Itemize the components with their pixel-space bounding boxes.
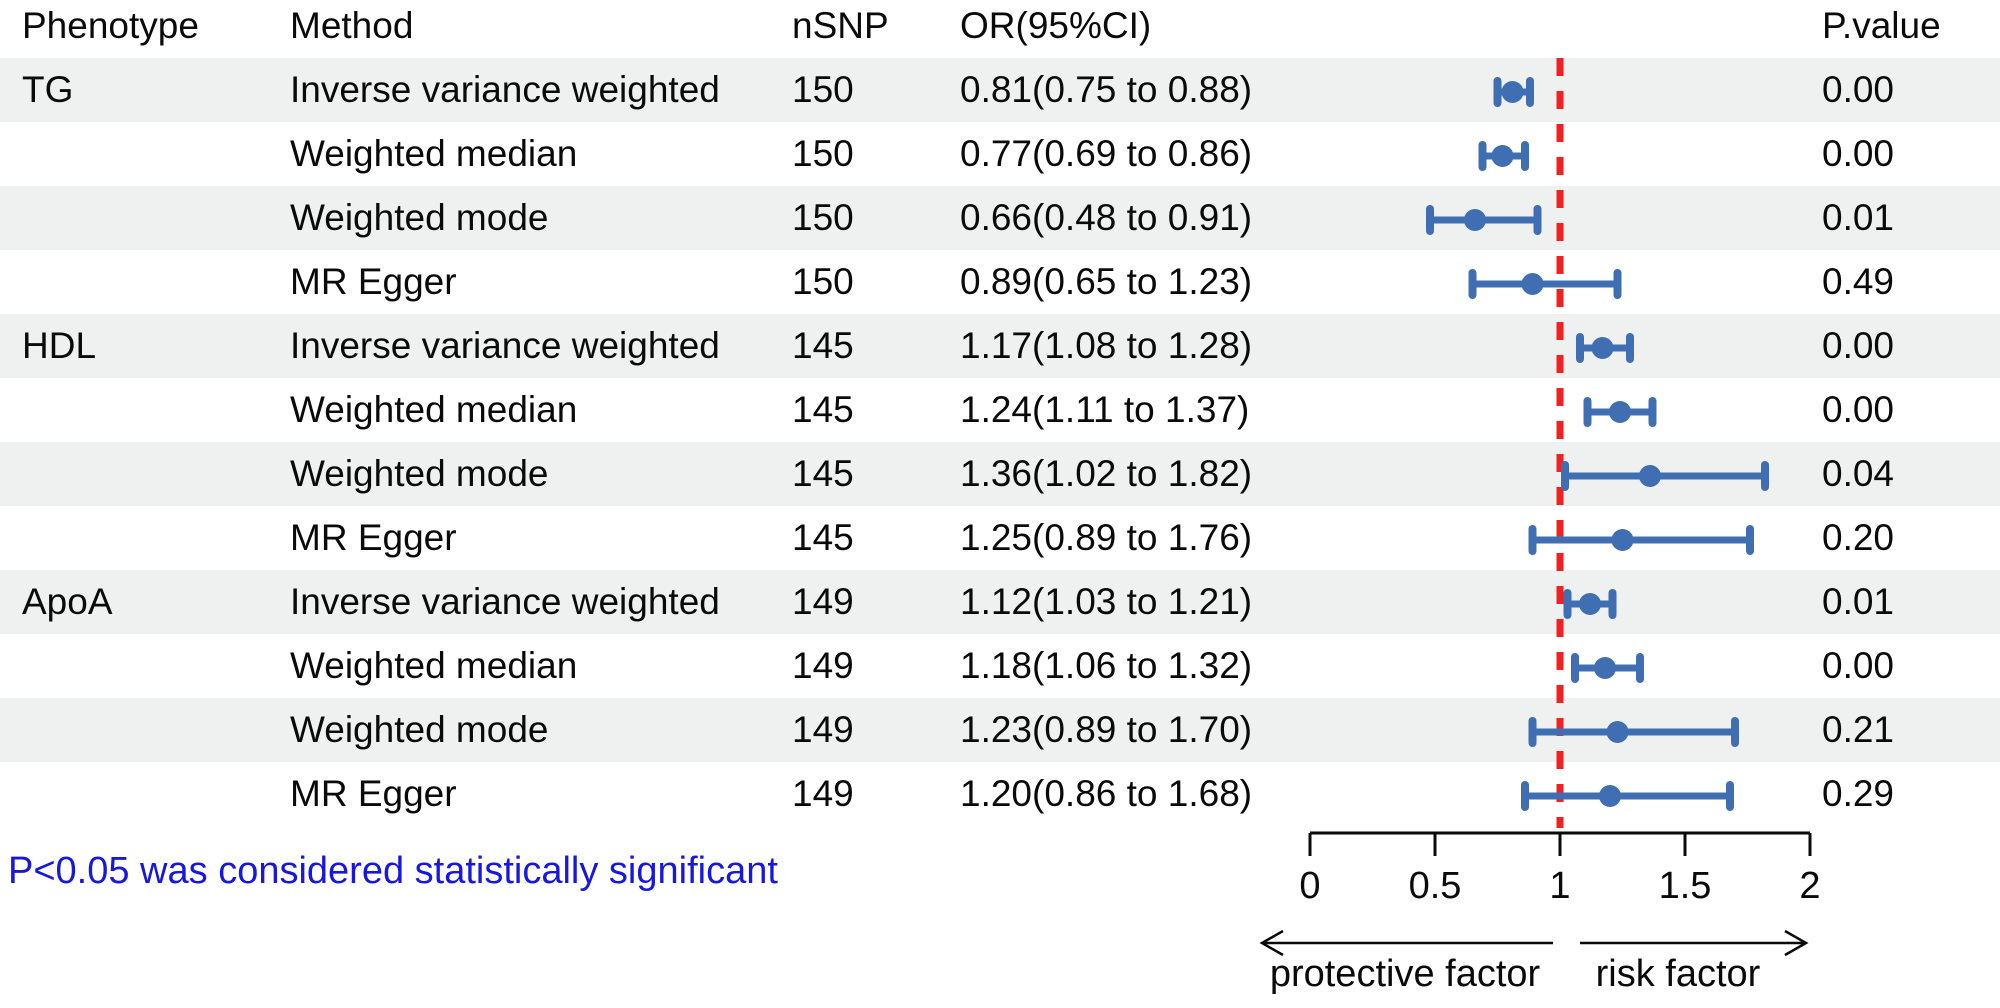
pvalue-cell: 0.00 <box>1822 69 1895 110</box>
nsnp-cell: 149 <box>792 773 854 814</box>
method-cell: Inverse variance weighted <box>290 581 720 622</box>
pvalue-cell: 0.01 <box>1822 581 1895 622</box>
or-ci-cell: 1.17(1.08 to 1.28) <box>960 325 1253 366</box>
or-point <box>1594 657 1616 679</box>
phenotype-cell: HDL <box>22 325 97 366</box>
phenotype-cell: ApoA <box>22 581 113 622</box>
or-point <box>1599 785 1621 807</box>
risk-factor-label: risk factor <box>1595 953 1761 995</box>
col-header-nsnp: nSNP <box>792 5 889 46</box>
col-header-phenotype: Phenotype <box>22 5 199 46</box>
method-cell: Weighted mode <box>290 709 549 750</box>
table-row: MR Egger 145 1.25(0.89 to 1.76) 0.20 <box>0 506 2000 570</box>
nsnp-cell: 145 <box>792 325 854 366</box>
or-ci-cell: 1.24(1.11 to 1.37) <box>960 389 1250 430</box>
pvalue-cell: 0.21 <box>1822 709 1895 750</box>
pvalue-cell: 0.29 <box>1822 773 1895 814</box>
method-cell: Inverse variance weighted <box>290 325 720 366</box>
table-row: MR Egger 149 1.20(0.86 to 1.68) 0.29 <box>0 762 2000 826</box>
nsnp-cell: 150 <box>792 69 854 110</box>
nsnp-cell: 145 <box>792 453 854 494</box>
method-cell: Weighted median <box>290 645 578 686</box>
col-header-pvalue: P.value <box>1822 5 1941 46</box>
or-point <box>1609 401 1631 423</box>
col-header-method: Method <box>290 5 414 46</box>
pvalue-cell: 0.00 <box>1822 325 1895 366</box>
protective-factor-label: protective factor <box>1269 953 1541 995</box>
table-row: Weighted median 150 0.77(0.69 to 0.86) 0.00 <box>0 122 2000 186</box>
nsnp-cell: 150 <box>792 261 854 302</box>
or-point <box>1521 273 1544 295</box>
or-ci-cell: 1.36(1.02 to 1.82) <box>960 453 1253 494</box>
phenotype-cell: TG <box>22 69 74 110</box>
or-point <box>1591 337 1614 359</box>
pvalue-cell: 0.49 <box>1822 261 1895 302</box>
table-row: Weighted mode 150 0.66(0.48 to 0.91) 0.01 <box>0 186 2000 250</box>
nsnp-cell: 149 <box>792 645 854 686</box>
method-cell: Inverse variance weighted <box>290 69 720 110</box>
x-axis-tick-label: 0.5 <box>1409 865 1462 907</box>
pvalue-cell: 0.04 <box>1822 453 1895 494</box>
or-point <box>1464 209 1486 231</box>
x-axis-tick-label: 0 <box>1299 865 1320 907</box>
method-cell: Weighted median <box>290 389 578 430</box>
method-cell: MR Egger <box>290 517 457 558</box>
or-point <box>1606 721 1629 743</box>
method-cell: Weighted mode <box>290 197 549 238</box>
x-axis-tick-label: 2 <box>1799 865 1820 907</box>
or-ci-cell: 1.12(1.03 to 1.21) <box>960 581 1253 622</box>
or-point <box>1579 593 1601 615</box>
nsnp-cell: 145 <box>792 517 854 558</box>
pvalue-cell: 0.01 <box>1822 197 1895 238</box>
col-header-or-ci: OR(95%CI) <box>960 5 1152 46</box>
method-cell: MR Egger <box>290 261 457 302</box>
or-ci-cell: 1.25(0.89 to 1.76) <box>960 517 1253 558</box>
x-axis-tick-label: 1 <box>1549 865 1570 907</box>
table-row: Weighted median 149 1.18(1.06 to 1.32) 0.00 <box>0 634 2000 698</box>
method-cell: MR Egger <box>290 773 457 814</box>
method-cell: Weighted median <box>290 133 578 174</box>
or-ci-cell: 1.18(1.06 to 1.32) <box>960 645 1253 686</box>
risk-arrowhead-icon <box>1784 929 1809 957</box>
pvalue-cell: 0.00 <box>1822 645 1895 686</box>
nsnp-cell: 150 <box>792 133 854 174</box>
or-ci-cell: 0.77(0.69 to 0.86) <box>960 133 1253 174</box>
or-ci-cell: 0.89(0.65 to 1.23) <box>960 261 1253 302</box>
or-point <box>1639 465 1661 487</box>
table-header-row: Phenotype Method nSNP OR(95%CI) P.value <box>0 0 2000 52</box>
pvalue-cell: 0.00 <box>1822 133 1895 174</box>
x-axis-tick-label: 1.5 <box>1659 865 1712 907</box>
protective-arrowhead-icon <box>1259 929 1284 957</box>
table-row: MR Egger 150 0.89(0.65 to 1.23) 0.49 <box>0 250 2000 314</box>
method-cell: Weighted mode <box>290 453 549 494</box>
or-ci-cell: 0.66(0.48 to 0.91) <box>960 197 1253 238</box>
or-ci-cell: 1.20(0.86 to 1.68) <box>960 773 1253 814</box>
nsnp-cell: 145 <box>792 389 854 430</box>
or-point <box>1491 145 1514 167</box>
or-point <box>1501 81 1524 103</box>
significance-note: P<0.05 was considered statistically sign… <box>8 850 778 892</box>
nsnp-cell: 149 <box>792 581 854 622</box>
table-row: ApoA Inverse variance weighted 149 1.12(1.0… <box>0 570 2000 634</box>
or-ci-cell: 0.81(0.75 to 0.88) <box>960 69 1253 110</box>
table-row: HDL Inverse variance weighted 145 1.17(1.08… <box>0 314 2000 378</box>
or-ci-cell: 1.23(0.89 to 1.70) <box>960 709 1253 750</box>
nsnp-cell: 150 <box>792 197 854 238</box>
nsnp-cell: 149 <box>792 709 854 750</box>
or-point <box>1611 529 1634 551</box>
pvalue-cell: 0.00 <box>1822 389 1895 430</box>
table-row: Weighted median 145 1.24(1.11 to 1.37) 0.00 <box>0 378 2000 442</box>
table-row: TG Inverse variance weighted 150 0.81(0.75 … <box>0 58 2000 122</box>
pvalue-cell: 0.20 <box>1822 517 1895 558</box>
